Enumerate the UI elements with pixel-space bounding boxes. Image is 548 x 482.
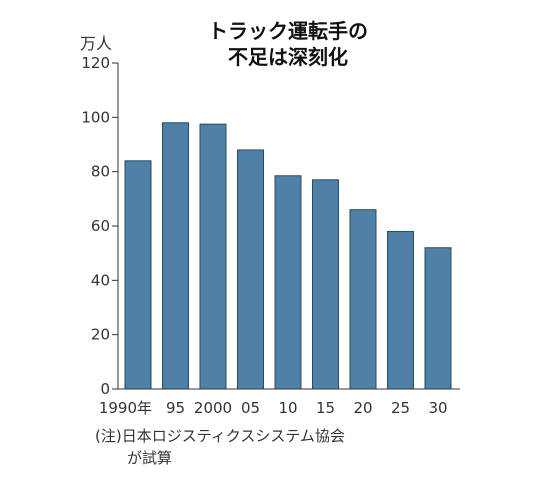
x-tick-label: 10 [278, 399, 297, 417]
bar-15 [312, 179, 339, 390]
source-note-line-1: (注)日本ロジスティクスシステム協会 [95, 427, 345, 445]
x-tick-label: 95 [166, 399, 185, 417]
x-tick-label: 05 [241, 399, 260, 417]
bar-05 [237, 149, 264, 390]
y-tick-label: 0 [100, 380, 110, 398]
y-tick-label: 60 [91, 217, 110, 235]
x-tick-label: 25 [391, 399, 410, 417]
y-tick-label: 20 [91, 326, 110, 344]
bar-20 [349, 209, 377, 390]
y-axis: 0 20 40 60 80 100 120 [81, 54, 119, 398]
y-tick-label: 120 [81, 54, 110, 72]
bar-1990年 [124, 160, 152, 390]
chart-title-line-1: トラック運転手の [208, 19, 368, 43]
y-tick-label: 40 [91, 271, 110, 289]
x-tick-label: 15 [316, 399, 335, 417]
x-tick-label: 30 [428, 399, 447, 417]
bars-group [124, 122, 452, 390]
x-tick-label: 1990年 [99, 399, 152, 417]
source-note-line-2: が試算 [127, 449, 173, 467]
y-tick-label: 80 [91, 163, 110, 181]
bar-25 [387, 230, 414, 390]
bar-30 [424, 247, 452, 390]
x-axis: 1990年 95 2000 05 10 15 20 25 30 [99, 388, 460, 417]
bar-10 [274, 175, 302, 390]
bar-2000 [199, 123, 227, 390]
y-axis-unit-label: 万人 [80, 34, 112, 53]
chart-title-line-2: 不足は深刻化 [228, 45, 348, 69]
x-tick-label: 2000 [194, 399, 232, 417]
source-note: (注)日本ロジスティクスシステム協会 が試算 [95, 425, 345, 469]
bar-95 [162, 122, 189, 390]
x-tick-label: 20 [353, 399, 372, 417]
y-tick-label: 100 [81, 108, 110, 126]
